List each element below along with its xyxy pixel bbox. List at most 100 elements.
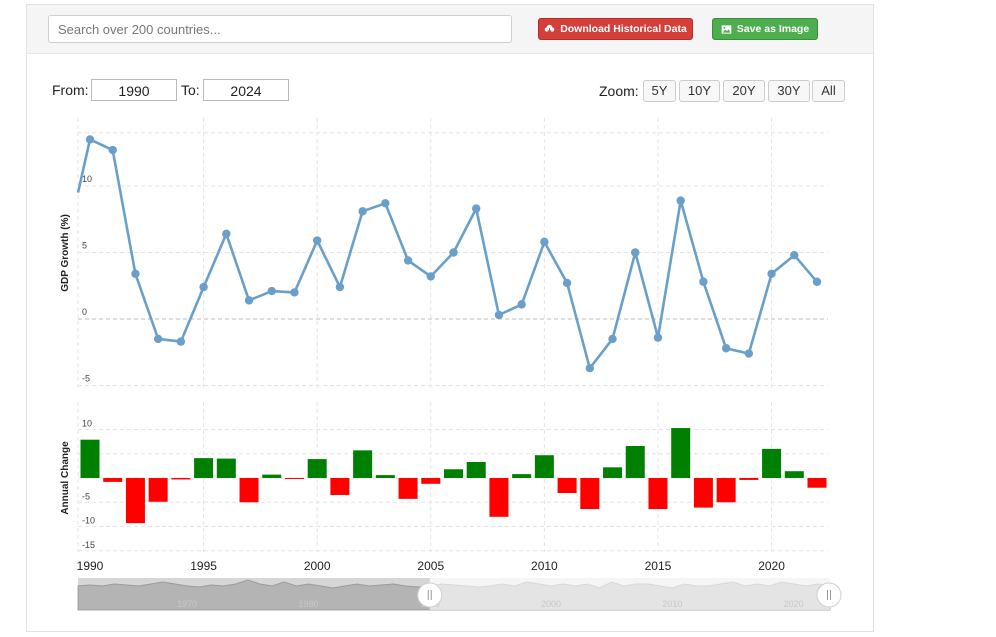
zoom-label: Zoom: bbox=[599, 83, 639, 99]
to-year-input[interactable]: 2024 bbox=[203, 79, 289, 101]
gdp-growth-point bbox=[721, 344, 731, 353]
gdp-growth-point bbox=[267, 286, 276, 296]
annual-change-bar bbox=[693, 478, 713, 508]
toolbar: Download Historical Data Save as Image bbox=[27, 5, 873, 54]
line-y-tick-label: 10 bbox=[82, 174, 92, 184]
bar-y-tick-label: -5 bbox=[82, 491, 90, 501]
bar-y-tick-label: -15 bbox=[82, 540, 95, 550]
gdp-growth-point bbox=[199, 282, 208, 292]
gdp-growth-point bbox=[676, 196, 685, 205]
gdp-growth-point bbox=[312, 236, 322, 245]
gdp-growth-point bbox=[244, 296, 254, 305]
navigator-tick-label: 2010 bbox=[662, 599, 682, 609]
gdp-growth-point bbox=[108, 145, 117, 155]
navigator-mask-left bbox=[78, 578, 430, 610]
from-year-input[interactable]: 1990 bbox=[91, 79, 177, 101]
cloud-download-icon bbox=[544, 24, 555, 33]
annual-change-bar bbox=[80, 439, 100, 478]
gdp-growth-point bbox=[517, 300, 526, 309]
save-as-image-button[interactable]: Save as Image bbox=[712, 18, 818, 40]
annual-change-bar bbox=[762, 448, 782, 478]
gdp-growth-point bbox=[449, 248, 458, 257]
line-y-tick-label: 5 bbox=[82, 241, 87, 251]
annual-change-bar bbox=[103, 478, 123, 482]
annual-change-bar bbox=[603, 467, 623, 478]
x-tick-label: 2005 bbox=[417, 559, 444, 573]
gdp-growth-point bbox=[653, 333, 663, 342]
annual-change-bar bbox=[648, 478, 668, 510]
bar-y-axis-label: Annual Change bbox=[60, 441, 71, 515]
zoom-30y-button[interactable]: 30Y bbox=[768, 80, 810, 102]
annual-change-bar bbox=[716, 478, 736, 503]
download-label: Download Historical Data bbox=[560, 23, 687, 35]
gdp-growth-point bbox=[403, 256, 413, 265]
gdp-growth-point bbox=[562, 278, 572, 288]
x-tick-label: 1995 bbox=[190, 559, 217, 573]
gdp-growth-point bbox=[176, 337, 186, 346]
annual-change-bar bbox=[148, 478, 168, 502]
line-y-tick-label: 0 bbox=[82, 307, 87, 317]
annual-change-bar bbox=[216, 458, 236, 478]
gdp-growth-point bbox=[222, 229, 231, 239]
gdp-growth-point bbox=[744, 349, 754, 358]
annual-change-bar bbox=[194, 458, 214, 478]
gdp-growth-line bbox=[76, 138, 818, 370]
annual-change-bar bbox=[807, 478, 827, 488]
navigator-tick-label: 2020 bbox=[784, 599, 804, 609]
gdp-growth-point bbox=[699, 277, 708, 286]
line-y-axis-label: GDP Growth (%) bbox=[60, 214, 71, 292]
bar-y-tick-label: -10 bbox=[82, 516, 95, 526]
annual-change-bar bbox=[534, 455, 554, 478]
annual-change-bar bbox=[171, 478, 191, 480]
navigator-handle-left[interactable] bbox=[417, 582, 443, 608]
gdp-growth-point bbox=[153, 334, 163, 344]
annual-change-bar bbox=[671, 428, 691, 478]
line-y-tick-label: -5 bbox=[82, 374, 90, 384]
annual-change-bar bbox=[421, 478, 441, 484]
gdp-growth-point bbox=[585, 364, 595, 373]
to-label: To: bbox=[181, 82, 200, 98]
annual-change-bar bbox=[625, 445, 645, 478]
annual-change-bar bbox=[557, 478, 577, 494]
zoom-all-button[interactable]: All bbox=[812, 80, 845, 102]
annual-change-bar bbox=[784, 471, 804, 478]
gdp-growth-point bbox=[426, 272, 435, 281]
zoom-20y-button[interactable]: 20Y bbox=[723, 80, 765, 102]
search-input[interactable] bbox=[48, 15, 512, 43]
annual-change-bar bbox=[307, 459, 327, 478]
annual-change-bar bbox=[512, 474, 532, 478]
gdp-growth-point bbox=[85, 135, 95, 144]
gdp-growth-point bbox=[812, 277, 822, 286]
gdp-growth-point bbox=[767, 269, 776, 278]
zoom-5y-button[interactable]: 5Y bbox=[643, 80, 676, 102]
gdp-growth-point bbox=[290, 288, 299, 297]
annual-change-bar bbox=[125, 478, 145, 524]
zoom-10y-button[interactable]: 10Y bbox=[679, 80, 720, 102]
x-tick-label: 2010 bbox=[531, 559, 558, 573]
navigator-selected-range[interactable] bbox=[429, 578, 830, 610]
gdp-growth-point bbox=[335, 282, 345, 292]
navigator-tick-label: 1980 bbox=[298, 599, 318, 609]
annual-change-bar bbox=[489, 478, 509, 517]
gdp-growth-point bbox=[540, 237, 549, 247]
x-tick-label: 2020 bbox=[758, 559, 785, 573]
annual-change-bar bbox=[739, 478, 759, 480]
navigator-tick-label: 2000 bbox=[541, 599, 561, 609]
navigator-tick-label: 1970 bbox=[177, 599, 197, 609]
annual-change-bar bbox=[284, 478, 304, 479]
gdp-growth-point bbox=[494, 310, 504, 320]
gdp-growth-point bbox=[790, 250, 799, 260]
gdp-growth-point bbox=[131, 269, 140, 278]
gdp-growth-point bbox=[472, 204, 481, 213]
navigator-handle-right[interactable] bbox=[816, 582, 842, 608]
gdp-growth-point bbox=[631, 248, 640, 257]
image-icon bbox=[721, 24, 732, 34]
download-historical-data-button[interactable]: Download Historical Data bbox=[538, 18, 693, 40]
annual-change-bar bbox=[330, 478, 350, 495]
from-label: From: bbox=[52, 82, 89, 98]
annual-change-bar bbox=[239, 478, 259, 503]
gdp-growth-point bbox=[608, 334, 617, 344]
annual-change-bar bbox=[353, 450, 373, 478]
x-tick-label: 2000 bbox=[304, 559, 331, 573]
